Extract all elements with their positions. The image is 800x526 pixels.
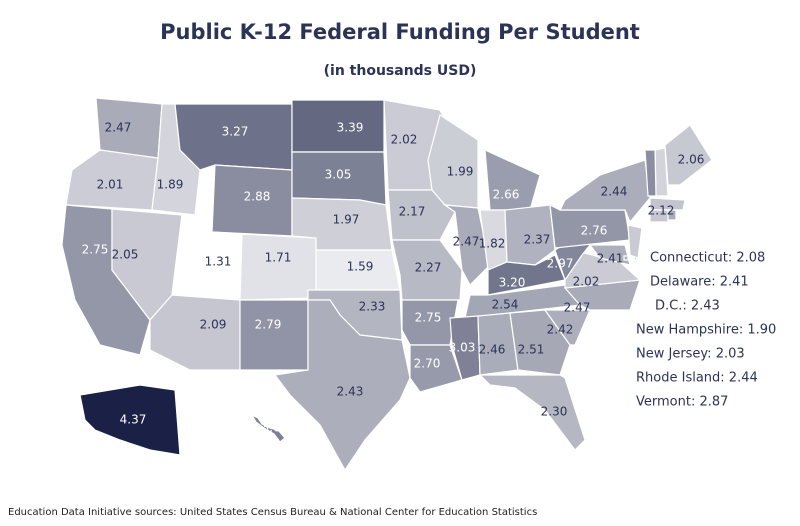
value-label: 3.20 bbox=[499, 276, 526, 290]
state bbox=[543, 309, 591, 346]
state bbox=[449, 315, 481, 381]
value-label: 2.66 bbox=[493, 188, 520, 202]
value-label: 1.71 bbox=[265, 251, 292, 265]
value-label: 2.76 bbox=[581, 224, 608, 238]
value-label: 3.04 bbox=[262, 421, 289, 435]
value-label: 2.02 bbox=[573, 275, 600, 289]
value-label: 2.54 bbox=[492, 298, 519, 312]
state bbox=[588, 244, 631, 266]
value-label: 2.01 bbox=[97, 178, 124, 192]
state bbox=[409, 344, 463, 393]
inset-label: Rhode Island: 2.44 bbox=[636, 371, 758, 386]
value-label: 2.44 bbox=[601, 185, 628, 199]
subtitle: (in thousands USD) bbox=[324, 63, 477, 79]
value-label: 1.97 bbox=[333, 213, 360, 227]
value-label: 3.39 bbox=[337, 121, 364, 135]
state bbox=[273, 299, 411, 472]
value-label: 2.47 bbox=[453, 235, 480, 249]
value-label: 2.06 bbox=[678, 153, 705, 167]
value-label: 1.89 bbox=[157, 178, 184, 192]
inset-label: Connecticut: 2.08 bbox=[650, 251, 765, 266]
state bbox=[504, 204, 556, 266]
value-label: 2.12 bbox=[648, 204, 675, 218]
value-label: 2.33 bbox=[359, 300, 386, 314]
value-label: 3.03 bbox=[449, 341, 476, 355]
value-label: 2.09 bbox=[200, 318, 227, 332]
value-label: 2.43 bbox=[337, 385, 364, 399]
state bbox=[649, 197, 686, 211]
state bbox=[654, 147, 669, 197]
state bbox=[667, 209, 677, 221]
value-label: 3.05 bbox=[325, 168, 352, 182]
value-label: 2.51 bbox=[518, 343, 545, 357]
state bbox=[239, 233, 317, 301]
state bbox=[664, 124, 713, 186]
value-label: 2.37 bbox=[524, 233, 551, 247]
inset-label: New Jersey: 2.03 bbox=[636, 347, 745, 362]
value-label: 2.27 bbox=[415, 261, 442, 275]
inset-label: New Hampshire: 1.90 bbox=[636, 323, 776, 338]
state bbox=[391, 239, 463, 301]
inset-label: Delaware: 2.41 bbox=[650, 275, 749, 290]
value-label: 2.79 bbox=[255, 318, 282, 332]
value-label: 2.30 bbox=[541, 405, 568, 419]
state bbox=[239, 299, 309, 371]
value-label: 2.47 bbox=[564, 301, 591, 315]
value-label: 2.42 bbox=[547, 323, 574, 337]
value-label: 2.46 bbox=[479, 343, 506, 357]
value-label: 3.27 bbox=[222, 125, 249, 139]
state bbox=[644, 149, 657, 197]
value-label: 2.41 bbox=[597, 252, 624, 266]
value-label: 2.97 bbox=[547, 257, 574, 271]
source: Education Data Initiative sources: Unite… bbox=[8, 507, 537, 518]
state bbox=[65, 149, 159, 211]
state bbox=[442, 204, 491, 286]
value-label: 2.88 bbox=[244, 190, 271, 204]
value-label: 2.17 bbox=[399, 205, 426, 219]
state bbox=[559, 159, 651, 224]
value-label: 2.47 bbox=[105, 121, 132, 135]
state bbox=[627, 224, 643, 259]
inset-label: D.C.: 2.43 bbox=[655, 299, 720, 314]
value-label: 2.75 bbox=[82, 243, 109, 257]
value-label: 2.02 bbox=[391, 133, 418, 147]
value-label: 1.59 bbox=[347, 260, 374, 274]
state bbox=[509, 309, 571, 376]
value-label: 2.70 bbox=[414, 357, 441, 371]
state bbox=[79, 384, 181, 456]
state bbox=[649, 209, 669, 223]
state bbox=[623, 255, 629, 261]
value-label: 2.75 bbox=[415, 311, 442, 325]
value-label: 1.31 bbox=[205, 255, 232, 269]
state bbox=[478, 374, 586, 451]
title: Public K-12 Federal Funding Per Student bbox=[160, 20, 640, 44]
value-label: 1.99 bbox=[447, 165, 474, 179]
state bbox=[250, 413, 286, 443]
value-label: 2.05 bbox=[112, 248, 139, 262]
state bbox=[149, 294, 241, 371]
value-label: 1.82 bbox=[479, 237, 506, 251]
inset-label: Vermont: 2.87 bbox=[636, 395, 728, 410]
value-label: 4.37 bbox=[120, 413, 147, 427]
